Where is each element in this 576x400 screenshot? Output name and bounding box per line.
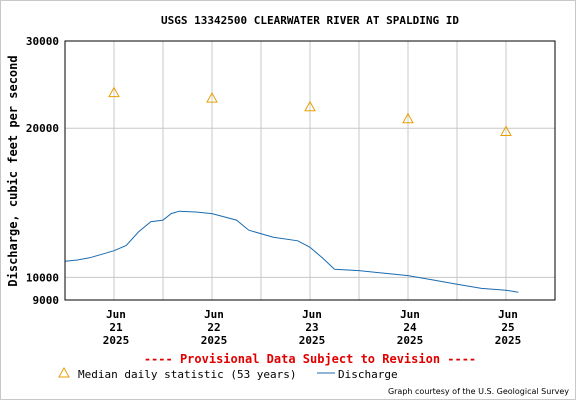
y-axis-label: Discharge, cubic feet per second [6, 55, 20, 286]
median-marker [402, 112, 414, 124]
x-tick-label: 24 [403, 321, 417, 334]
y-tick-label: 9000 [33, 294, 60, 307]
median-marker [108, 86, 120, 98]
x-tick-label: Jun [302, 308, 322, 321]
courtesy-note: Graph courtesy of the U.S. Geological Su… [388, 387, 569, 396]
median-marker [500, 125, 512, 136]
x-tick-label: 2025 [299, 334, 326, 347]
x-tick-label: Jun [204, 308, 224, 321]
x-tick-label: Jun [400, 308, 420, 321]
median-legend-marker [58, 366, 70, 378]
median-marker [304, 100, 316, 112]
median-marker [206, 92, 218, 103]
x-tick-label: 2025 [201, 334, 228, 347]
y-tick-label: 30000 [26, 35, 59, 48]
discharge-legend-label: Discharge [338, 368, 398, 381]
x-tick-label: 21 [109, 321, 123, 334]
y-tick-label: 10000 [26, 271, 59, 284]
x-tick-label: 2025 [103, 334, 130, 347]
median-legend-label: Median daily statistic (53 years) [78, 368, 297, 381]
x-tick-label: 2025 [495, 334, 522, 347]
tick-labels: Jun212025Jun222025Jun232025Jun242025Jun2… [26, 35, 521, 347]
plot-area [64, 40, 556, 301]
x-tick-label: Jun [498, 308, 518, 321]
x-tick-label: 25 [501, 321, 514, 334]
y-tick-label: 20000 [26, 122, 59, 135]
discharge-line [64, 210, 519, 293]
x-tick-label: Jun [106, 308, 126, 321]
x-tick-label: 22 [207, 321, 220, 334]
chart-title: USGS 13342500 CLEARWATER RIVER AT SPALDI… [161, 14, 459, 27]
provisional-note: ---- Provisional Data Subject to Revisio… [144, 352, 476, 366]
grid-lines [65, 40, 555, 301]
x-tick-label: 23 [305, 321, 318, 334]
series-layer [64, 86, 519, 293]
x-tick-label: 2025 [397, 334, 424, 347]
legend: Median daily statistic (53 years) Discha… [58, 366, 398, 381]
